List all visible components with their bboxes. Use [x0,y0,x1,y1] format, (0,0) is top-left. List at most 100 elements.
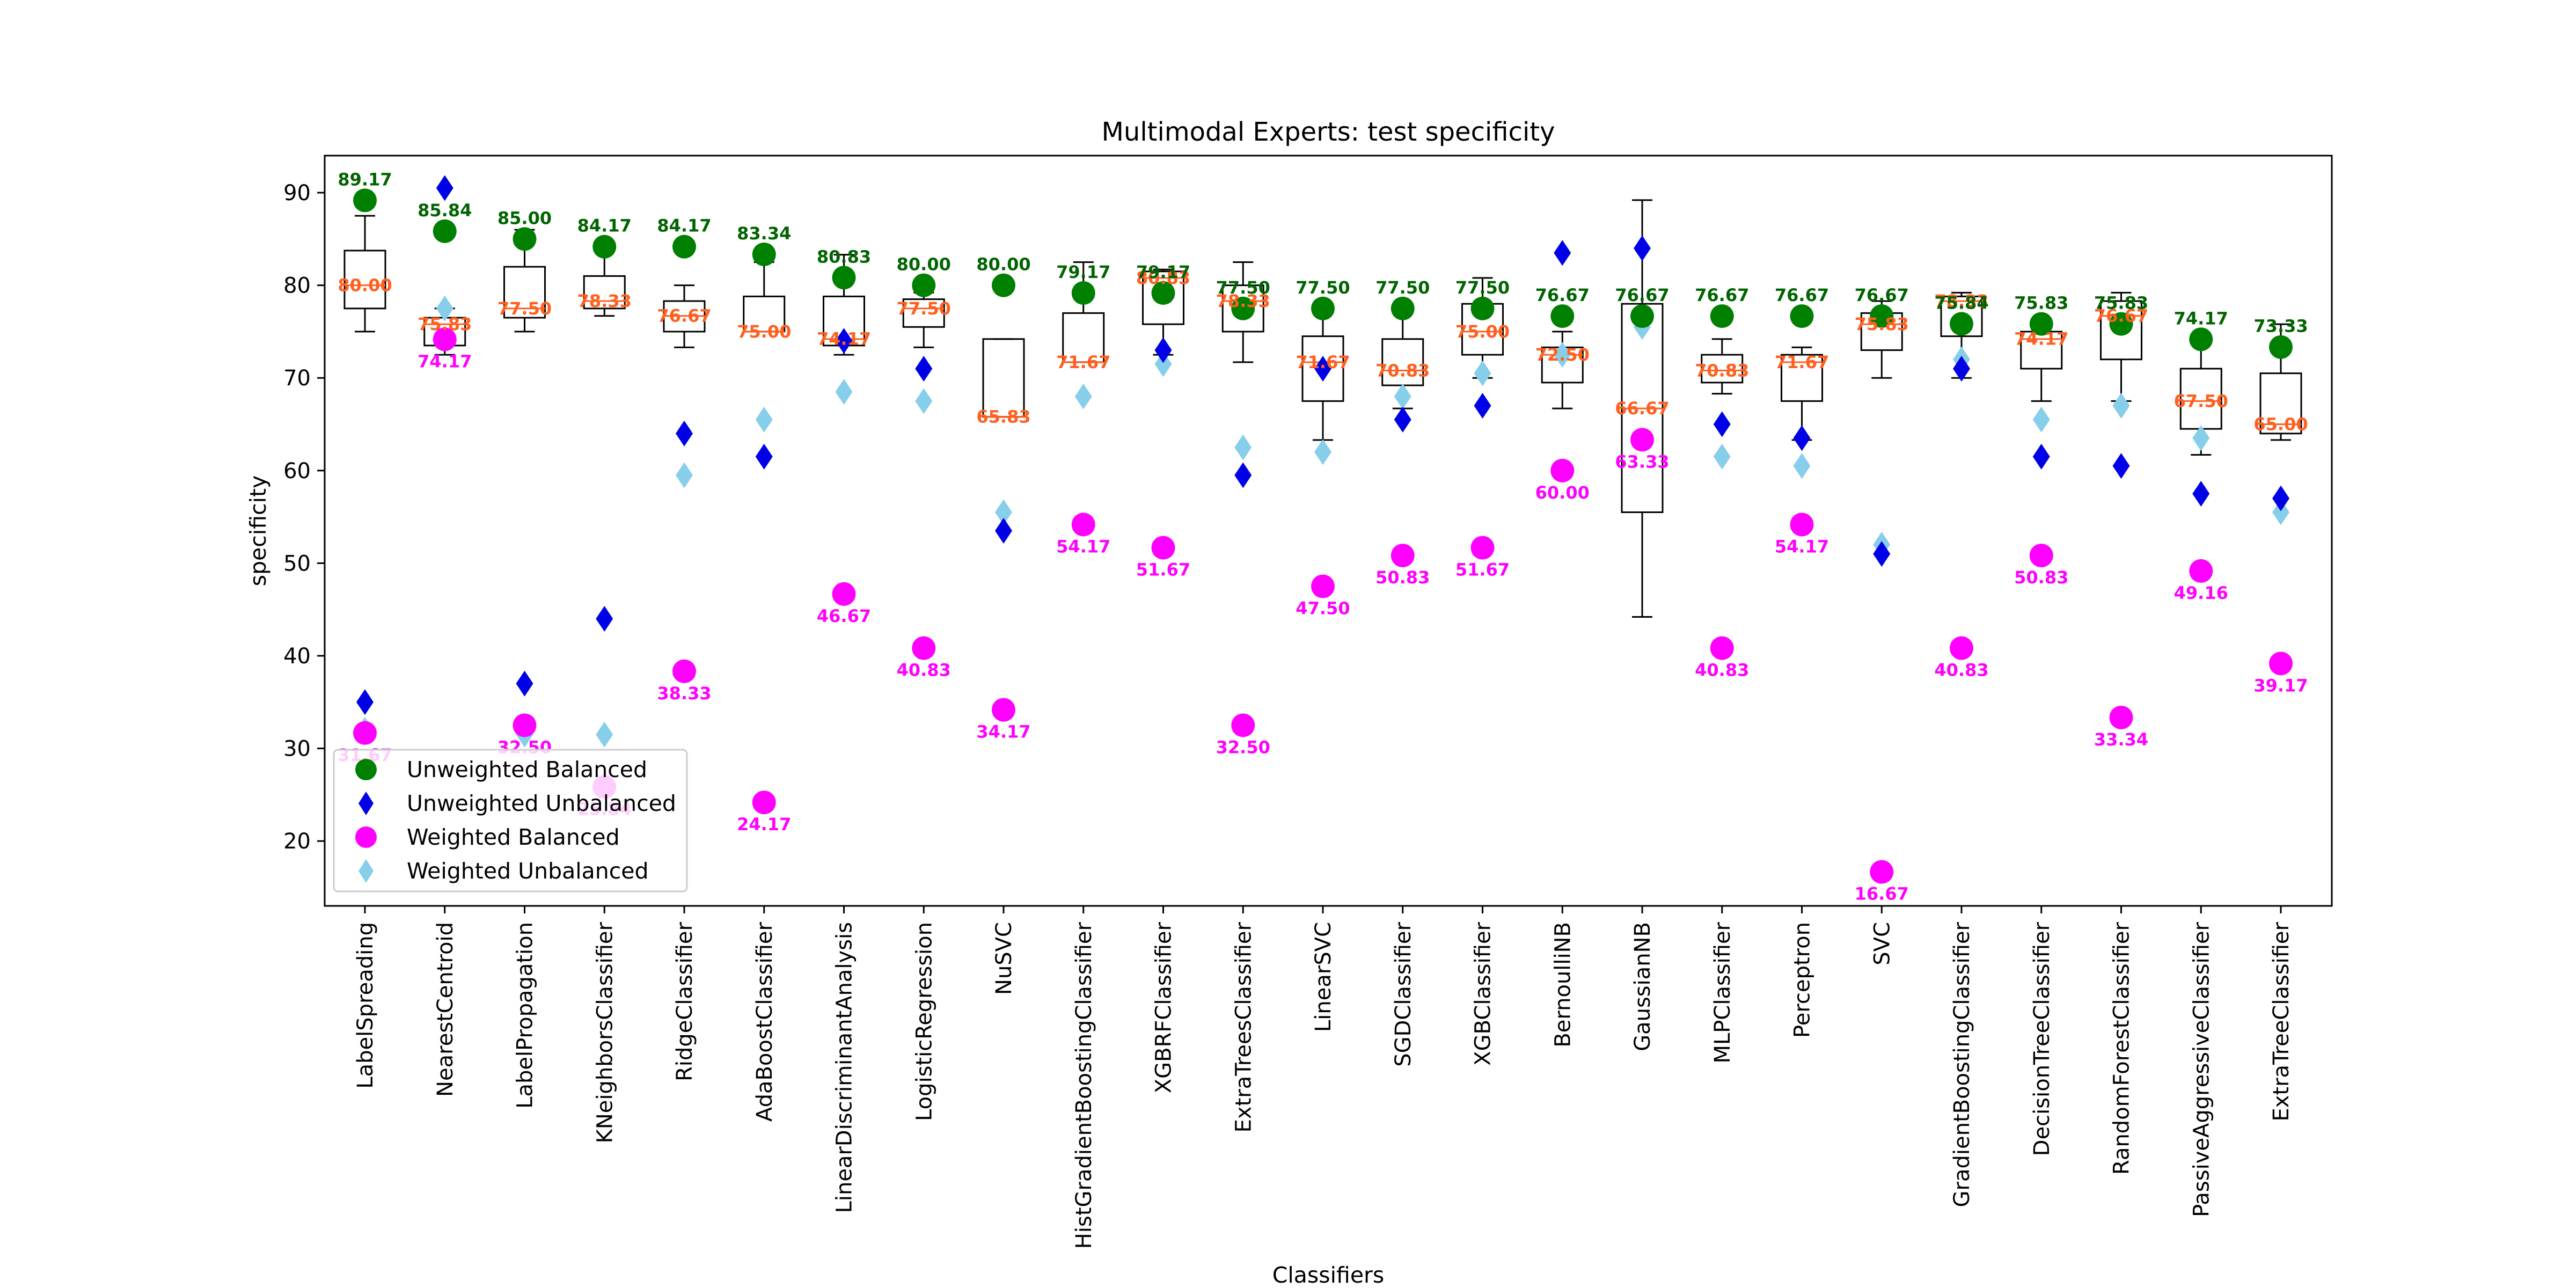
weighted-unbalanced-point-LinearSVC [1314,439,1331,465]
y-tick-label: 90 [283,181,311,206]
point-label-2-XGBClassifier: 51.67 [1455,560,1510,580]
box-body [1221,284,1264,333]
unweighted-balanced-point-SVC [1870,304,1894,328]
x-tick-label-RidgeClassifier: RidgeClassifier [672,921,697,1081]
unweighted-unbalanced-point-DecisionTreeClassifier [2032,443,2050,470]
data-points [353,175,2293,884]
weighted-balanced-point-DecisionTreeClassifier [2029,544,2053,568]
point-label-0-Perceptron: 76.67 [1775,285,1829,305]
median-label-MLPClassifier: 70.83 [1695,360,1749,380]
y-axis-title: specificity [245,475,271,587]
x-tick-label-MLPClassifier: MLPClassifier [1710,921,1735,1063]
weighted-balanced-point-ExtraTreesClassifier [1231,713,1255,737]
point-label-2-ExtraTreesClassifier: 32.50 [1216,737,1270,757]
y-tick-label: 80 [283,274,311,298]
weighted-unbalanced-point-LogisticRegression [915,388,933,414]
box-body [902,298,945,328]
box-body [1142,270,1184,325]
unweighted-balanced-point-LabelSpreading [353,188,377,213]
point-label-2-NuSVC: 34.17 [976,722,1030,742]
box-body [2100,300,2142,361]
x-tick-label-NuSVC: NuSVC [992,922,1016,995]
point-label-2-HistGradientBoostingClassifier: 54.17 [1056,536,1110,557]
median-label-BernoulliNB: 72.50 [1535,345,1590,365]
median-label-RandomForestClassifier: 76.67 [2094,306,2148,326]
point-label-0-NearestCentroid: 85.84 [418,200,472,221]
weighted-balanced-point-XGBRFClassifier [1151,536,1175,560]
plot-frame [324,155,2333,907]
legend-label: Weighted Balanced [407,824,620,850]
point-label-2-DecisionTreeClassifier: 50.83 [2014,567,2068,588]
point-label-0-LabelPropagation: 85.00 [497,208,552,228]
point-label-2-GradientBoostingClassifier: 40.83 [1934,660,1988,680]
x-tick-label-BernoulliNB: BernoulliNB [1550,922,1575,1048]
unweighted-balanced-point-NuSVC [992,273,1015,297]
unweighted-unbalanced-point-RidgeClassifier [676,420,693,447]
unweighted-balanced-point-DecisionTreeClassifier [2029,312,2053,336]
unweighted-unbalanced-point-ExtraTreesClassifier [1234,462,1252,488]
unweighted-unbalanced-point-AdaBoostClassifier [755,443,773,470]
x-tick-label-XGBClassifier: XGBClassifier [1471,921,1496,1065]
box-MLPClassifier [1701,338,1744,395]
legend-label: Unweighted Unbalanced [407,791,676,816]
point-label-2-MLPClassifier: 40.83 [1695,660,1749,680]
point-label-0-MLPClassifier: 76.67 [1695,285,1749,305]
x-tick-label-NearestCentroid: NearestCentroid [433,922,458,1097]
unweighted-balanced-point-MLPClassifier [1710,304,1734,328]
point-label-0-KNeighborsClassifier: 84.17 [577,216,632,236]
y-tick-label: 40 [283,644,311,669]
box-plots [343,199,2302,618]
unweighted-unbalanced-point-ExtraTreeClassifier [2272,485,2289,511]
point-label-0-RidgeClassifier: 84.17 [657,216,711,236]
unweighted-unbalanced-point-LabelSpreading [356,689,374,715]
unweighted-unbalanced-point-LabelPropagation [516,670,533,697]
weighted-balanced-point-XGBClassifier [1470,536,1495,560]
unweighted-unbalanced-point-LinearSVC [1314,355,1331,382]
x-tick-label-LinearDiscriminantAnalysis: LinearDiscriminantAnalysis [832,922,857,1213]
unweighted-balanced-point-RandomForestClassifier [2109,312,2133,336]
weighted-unbalanced-point-DecisionTreeClassifier [2032,406,2050,433]
unweighted-balanced-point-GaussianNB [1630,304,1654,328]
weighted-balanced-point-HistGradientBoostingClassifier [1071,513,1095,537]
unweighted-balanced-point-LinearSVC [1311,296,1335,320]
unweighted-balanced-point-SGDClassifier [1391,296,1415,320]
weighted-balanced-point-LabelPropagation [513,713,537,737]
point-label-0-ExtraTreesClassifier: 77.50 [1216,277,1270,298]
unweighted-unbalanced-point-SGDClassifier [1394,406,1411,433]
legend-label: Weighted Unbalanced [407,858,649,884]
unweighted-balanced-point-GradientBoostingClassifier [1950,312,1973,336]
box-GaussianNB [1621,199,1664,618]
unweighted-unbalanced-point-SVC [1873,541,1891,567]
median-label-XGBClassifier: 75.00 [1455,321,1510,342]
weighted-unbalanced-point-XGBClassifier [1474,360,1491,386]
point-label-0-AdaBoostClassifier: 83.34 [737,223,791,244]
median-label-SVC: 75.83 [1855,314,1909,334]
weighted-unbalanced-point-HistGradientBoostingClassifier [1074,383,1092,409]
weighted-balanced-point-ExtraTreeClassifier [2269,652,2293,676]
x-tick-label-PassiveAggressiveClassifier: PassiveAggressiveClassifier [2189,921,2214,1217]
point-label-2-LogisticRegression: 40.83 [897,660,951,680]
unweighted-balanced-point-KNeighborsClassifier [592,235,617,259]
point-label-0-XGBRFClassifier: 79.17 [1136,262,1190,282]
median-label-PassiveAggressiveClassifier: 67.50 [2174,391,2228,411]
x-tick-label-Perceptron: Perceptron [1790,922,1815,1038]
unweighted-balanced-point-ExtraTreeClassifier [2269,335,2293,359]
x-axis-title: Classifiers [1272,1262,1385,1288]
weighted-unbalanced-point-ExtraTreesClassifier [1234,434,1252,460]
weighted-balanced-point-LabelSpreading [353,721,377,745]
box-body [1940,295,1983,338]
median-label-AdaBoostClassifier: 75.00 [737,321,791,342]
unweighted-balanced-point-PassiveAggressiveClassifier [2189,327,2213,352]
x-tick-label-HistGradientBoostingClassifier: HistGradientBoostingClassifier [1072,921,1096,1249]
weighted-balanced-point-NuSVC [992,698,1015,722]
legend-marker-unweighted-unbalanced [358,792,374,815]
weighted-balanced-point-AdaBoostClassifier [752,791,776,815]
y-tick-label: 70 [283,366,311,391]
x-tick-label-DecisionTreeClassifier: DecisionTreeClassifier [2030,921,2054,1156]
weighted-balanced-point-PassiveAggressiveClassifier [2189,559,2213,583]
box-body [1301,335,1344,402]
point-label-0-XGBClassifier: 77.50 [1455,277,1510,298]
point-label-0-LinearSVC: 77.50 [1296,277,1350,298]
weighted-balanced-point-GaussianNB [1630,428,1654,452]
x-tick-label-ExtraTreeClassifier: ExtraTreeClassifier [2269,921,2294,1121]
